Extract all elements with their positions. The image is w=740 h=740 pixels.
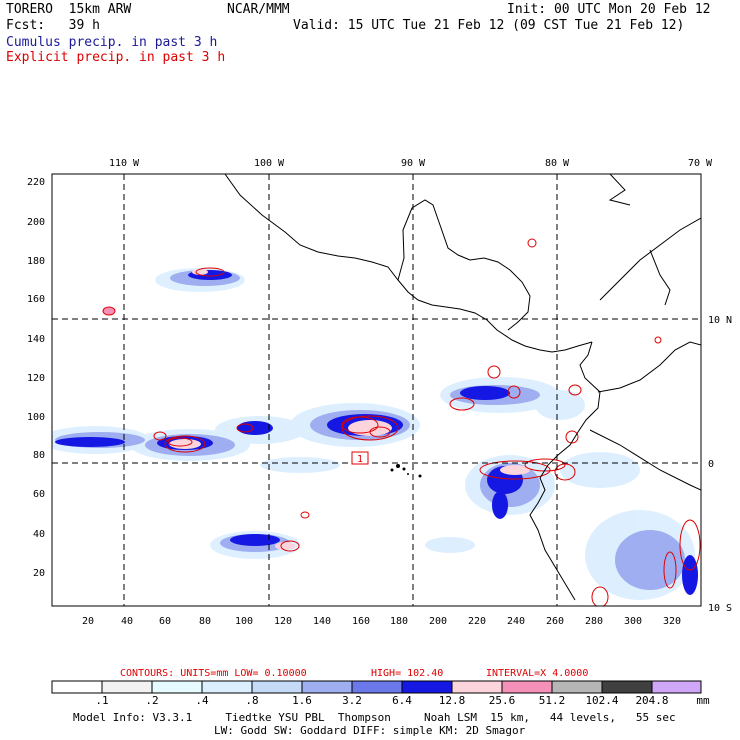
x-tick: 40 xyxy=(121,616,133,627)
colorbar-label: 6.4 xyxy=(392,694,412,707)
hilo-marker-box xyxy=(351,451,369,465)
y-tick: 40 xyxy=(33,529,45,540)
x-tick: 180 xyxy=(390,616,408,627)
y-tick: 120 xyxy=(27,373,45,384)
colorbar-swatch xyxy=(451,680,503,694)
x-tick: 220 xyxy=(468,616,486,627)
colorbar-swatch xyxy=(501,680,553,694)
x-tick: 80 xyxy=(199,616,211,627)
colorbar-label: 102.4 xyxy=(585,694,619,707)
colorbar xyxy=(51,680,702,694)
colorbar-label: .1 xyxy=(95,694,109,707)
x-tick: 160 xyxy=(352,616,370,627)
y-tick: 200 xyxy=(27,217,45,228)
x-tick: 60 xyxy=(159,616,171,627)
top-label-80w: 80 W xyxy=(545,158,570,169)
contour-interval: INTERVAL=X 4.0000 xyxy=(486,668,588,679)
x-tick: 300 xyxy=(624,616,642,627)
colorbar-swatch xyxy=(651,680,702,694)
y-tick: 140 xyxy=(27,334,45,345)
colorbar-swatch xyxy=(601,680,653,694)
org-name: NCAR/MMM xyxy=(227,2,290,17)
colorbar-swatch xyxy=(51,680,103,694)
colorbar-label: 204.8 xyxy=(635,694,669,707)
model-name: TORERO 15km ARW xyxy=(6,2,132,17)
init-time: Init: 00 UTC Mon 20 Feb 12 xyxy=(507,2,711,17)
x-tick: 100 xyxy=(235,616,253,627)
colorbar-swatch xyxy=(351,680,403,694)
x-tick: 200 xyxy=(429,616,447,627)
colorbar-label: 3.2 xyxy=(342,694,362,707)
colorbar-unit: mm xyxy=(696,694,710,707)
colorbar-label: 1.6 xyxy=(292,694,312,707)
colorbar-label: .2 xyxy=(145,694,159,707)
x-tick: 260 xyxy=(546,616,564,627)
contour-units: CONTOURS: UNITS=mm LOW= 0.10000 xyxy=(120,668,307,679)
top-label-90w: 90 W xyxy=(401,158,426,169)
colorbar-label: 12.8 xyxy=(438,694,466,707)
x-tick: 320 xyxy=(663,616,681,627)
contour-high: HIGH= 102.40 xyxy=(371,668,443,679)
top-label-70w: 70 W xyxy=(688,158,713,169)
precip-areas xyxy=(52,238,701,606)
colorbar-swatch xyxy=(201,680,253,694)
y-tick: 160 xyxy=(27,294,45,305)
right-label-eq: 0 xyxy=(708,459,714,470)
colorbar-swatch xyxy=(551,680,603,694)
colorbar-swatch xyxy=(401,680,453,694)
colorbar-label: .4 xyxy=(195,694,209,707)
y-tick: 100 xyxy=(27,412,45,423)
plot-frame xyxy=(51,173,702,607)
coastlines xyxy=(224,174,701,601)
colorbar-swatch xyxy=(151,680,203,694)
colorbar-label: .8 xyxy=(245,694,259,707)
y-tick: 60 xyxy=(33,489,45,500)
x-tick: 280 xyxy=(585,616,603,627)
top-label-110w: 110 W xyxy=(109,158,140,169)
right-label-10n: 10 N xyxy=(708,315,732,326)
field-explicit-label: Explicit precip. in past 3 h xyxy=(6,50,226,65)
y-axis: 220 200 180 160 140 120 100 80 60 40 20 xyxy=(27,177,45,579)
y-tick: 20 xyxy=(33,568,45,579)
field-cumulus-label: Cumulus precip. in past 3 h xyxy=(6,35,218,50)
model-info: Model Info: V3.3.1 Tiedtke YSU PBL Thomp… xyxy=(73,711,676,724)
colorbar-swatch xyxy=(251,680,303,694)
forecast-hour: Fcst: 39 h xyxy=(6,18,100,33)
model-physics: LW: Godd SW: Goddard DIFF: simple KM: 2D… xyxy=(214,724,526,737)
colorbar-swatch xyxy=(301,680,353,694)
x-axis: 20 40 60 80 100 120 140 160 180 200 220 … xyxy=(82,616,681,627)
y-tick: 220 xyxy=(27,177,45,188)
hilo-marker-label: 1 xyxy=(357,454,363,465)
graticule xyxy=(52,174,701,606)
colorbar-swatch xyxy=(101,680,153,694)
x-tick: 240 xyxy=(507,616,525,627)
y-tick: 180 xyxy=(27,256,45,267)
x-tick: 20 xyxy=(82,616,94,627)
valid-time: Valid: 15 UTC Tue 21 Feb 12 (09 CST Tue … xyxy=(293,18,685,33)
x-tick: 140 xyxy=(313,616,331,627)
islands xyxy=(390,464,422,478)
right-label-10s: 10 S xyxy=(708,603,732,614)
colorbar-label: 25.6 xyxy=(488,694,516,707)
y-tick: 80 xyxy=(33,450,45,461)
colorbar-label: 51.2 xyxy=(538,694,566,707)
top-label-100w: 100 W xyxy=(254,158,285,169)
x-tick: 120 xyxy=(274,616,292,627)
